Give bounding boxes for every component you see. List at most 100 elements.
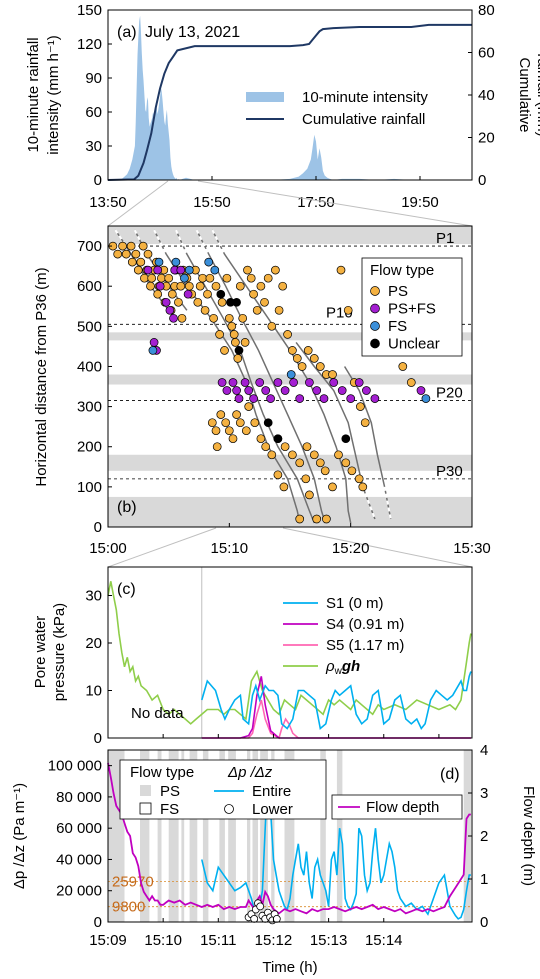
x-tick-label: 15:00	[89, 540, 127, 557]
point-ps	[118, 241, 127, 251]
point-ps-fs	[149, 338, 159, 347]
point-ps	[252, 305, 262, 315]
point-fs	[286, 370, 296, 379]
legend-sub: w	[334, 666, 343, 677]
y-tick-label: 90	[85, 70, 102, 87]
legend-label: S5 (1.17 m)	[326, 637, 404, 654]
legend-marker	[370, 303, 380, 314]
point-ps	[280, 442, 290, 452]
point-ps	[205, 273, 215, 283]
point-ps-fs	[143, 265, 153, 275]
point-ps	[356, 402, 365, 411]
panel-label: (d)	[440, 766, 460, 783]
point-ps-fs	[266, 394, 275, 403]
point-ps	[334, 450, 343, 460]
ps-interval	[181, 750, 185, 922]
point-ps	[209, 313, 218, 323]
point-ps	[174, 297, 183, 307]
point-ps	[256, 281, 266, 291]
point-ps-fs	[255, 378, 265, 387]
point-ps-fs	[273, 378, 283, 387]
point-ps-fs	[155, 281, 165, 291]
y2-tick-label: 20	[478, 130, 495, 147]
point-ps	[147, 273, 157, 283]
point-ps	[176, 281, 186, 291]
y-tick-label: 100 000	[48, 758, 102, 775]
point-fs	[421, 394, 431, 403]
point-ps	[138, 241, 148, 251]
point-unclear	[263, 418, 273, 428]
chart-title: July 13, 2021	[145, 24, 240, 41]
legend-label: FS	[160, 801, 179, 818]
legend-box	[119, 759, 327, 820]
point-ps	[398, 362, 408, 371]
panel-label: (a)	[117, 24, 137, 41]
y-tick-label: 30	[85, 138, 102, 155]
point-ps-fs	[354, 378, 364, 387]
trajectory-dash-gap	[153, 229, 168, 255]
y-tick-label: 150	[77, 2, 102, 19]
point-ps	[278, 281, 288, 291]
point-ps	[271, 265, 280, 275]
point-ps-fs	[240, 378, 250, 387]
point-ps	[200, 305, 210, 315]
y-tick-label: 0	[94, 172, 102, 189]
point-ps	[232, 410, 241, 419]
point-ps	[295, 514, 305, 524]
point-fs	[210, 265, 220, 275]
legend-label: Entire	[252, 783, 291, 800]
point-ps	[288, 450, 297, 460]
legend-label: Lower	[252, 801, 293, 818]
plot-frame	[107, 566, 473, 739]
y-tick-label: 500	[77, 318, 102, 335]
point-ps	[146, 281, 155, 291]
point-ps	[164, 273, 174, 283]
ps-interval	[228, 750, 236, 922]
point-ps-fs	[234, 394, 244, 403]
x-tick-label: 15:10	[144, 932, 182, 949]
zoom-connectors	[107, 180, 473, 568]
point-ps	[227, 321, 237, 331]
legend-ps-swatch	[140, 785, 151, 796]
point-ps	[203, 289, 212, 299]
point-ps	[211, 426, 221, 436]
point-ps	[195, 281, 205, 291]
legend-label: ρwgh	[325, 658, 360, 677]
point-ps	[328, 370, 337, 379]
legend-title: Flow type	[130, 764, 194, 781]
point-ps-fs	[228, 378, 238, 387]
ps-interval	[284, 750, 295, 922]
point-ps-fs	[217, 378, 227, 387]
point-ps	[249, 289, 258, 299]
legend-marker	[370, 286, 380, 296]
point-fs	[171, 257, 181, 267]
lower-gradient-marker	[250, 915, 259, 923]
point-ps-fs	[319, 394, 329, 403]
y2-tick-label: 60	[478, 45, 495, 62]
point-ps	[224, 426, 234, 436]
no-data-label: No data	[131, 705, 184, 722]
legend-title: Flow type	[370, 262, 434, 279]
y-tick-label: 30	[85, 588, 102, 605]
point-ps	[288, 346, 297, 355]
point-ps-fs	[370, 394, 380, 403]
point-ps-fs	[165, 305, 175, 315]
point-ps-fs	[249, 394, 258, 403]
y-tick-label: 0	[94, 519, 102, 536]
ps-interval	[463, 750, 471, 922]
point-ps-fs	[312, 386, 322, 395]
point-ps	[263, 273, 273, 283]
point-ps	[216, 410, 226, 419]
trajectory-dash-gap	[383, 486, 392, 520]
y-tick-label: 40 000	[56, 851, 102, 868]
ps-interval	[252, 750, 258, 922]
point-ps-fs	[244, 386, 254, 395]
point-ps	[336, 265, 346, 275]
legend-label: S4 (0.91 m)	[326, 616, 404, 633]
connector-line	[197, 180, 473, 227]
point-ps	[354, 474, 364, 484]
point-ps	[207, 418, 217, 428]
y-tick-label: 120	[77, 36, 102, 53]
gray-band	[108, 454, 472, 471]
point-ps	[235, 281, 245, 291]
